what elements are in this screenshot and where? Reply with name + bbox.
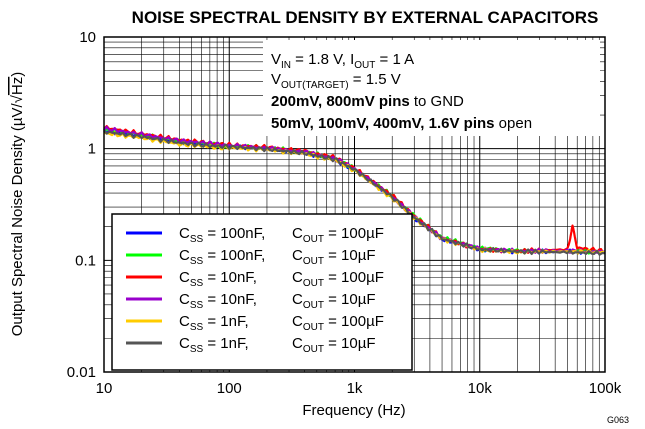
x-tick-label: 10 bbox=[96, 380, 113, 397]
legend-entry: CSS = 100nF, COUT = 10µF bbox=[179, 247, 376, 267]
plot-frame bbox=[103, 36, 606, 373]
series-layer bbox=[103, 124, 606, 256]
x-tick-label: 1k bbox=[347, 380, 363, 397]
y-tick-label: 1 bbox=[88, 141, 96, 158]
legend-entry: CSS = 100nF, COUT = 100µF bbox=[179, 225, 384, 245]
y-tick-label: 0.1 bbox=[75, 252, 96, 269]
grid-lines: 10 100 1k 10k 100k 0.01 0.1 1 10 bbox=[67, 29, 622, 397]
x-tick-label: 100k bbox=[589, 380, 622, 397]
legend-entry: CSS = 10nF, COUT = 10µF bbox=[179, 291, 376, 311]
figure-code: G063 bbox=[607, 415, 629, 425]
chart-title: NOISE SPECTRAL DENSITY BY EXTERNAL CAPAC… bbox=[132, 8, 599, 27]
condition-line-2: VOUT(TARGET) = 1.5 V bbox=[271, 71, 401, 91]
y-tick-label: 10 bbox=[79, 29, 96, 46]
x-tick-label: 100 bbox=[217, 380, 242, 397]
series-line-6 bbox=[103, 129, 606, 256]
conditions-box: VIN = 1.8 V, IOUT = 1 A VOUT(TARGET) = 1… bbox=[263, 40, 600, 136]
y-axis-label: Output Spectral Noise Density (µV/√Hz) bbox=[9, 72, 26, 336]
condition-line-4: 50mV, 100mV, 400mV, 1.6V pins open bbox=[271, 115, 532, 132]
condition-line-3: 200mV, 800mV pins to GND bbox=[271, 93, 464, 110]
condition-line-1: VIN = 1.8 V, IOUT = 1 A bbox=[271, 51, 414, 71]
x-axis-label: Frequency (Hz) bbox=[302, 402, 405, 419]
legend-entry: CSS = 10nF, COUT = 100µF bbox=[179, 269, 384, 289]
x-tick-label: 10k bbox=[468, 380, 493, 397]
conditions-background bbox=[263, 40, 600, 136]
sqrt-radical: √ bbox=[9, 94, 26, 103]
legend-entry: CSS = 1nF, COUT = 10µF bbox=[179, 335, 376, 355]
legend-entry: CSS = 1nF, COUT = 100µF bbox=[179, 313, 384, 333]
y-tick-label: 0.01 bbox=[67, 364, 96, 381]
